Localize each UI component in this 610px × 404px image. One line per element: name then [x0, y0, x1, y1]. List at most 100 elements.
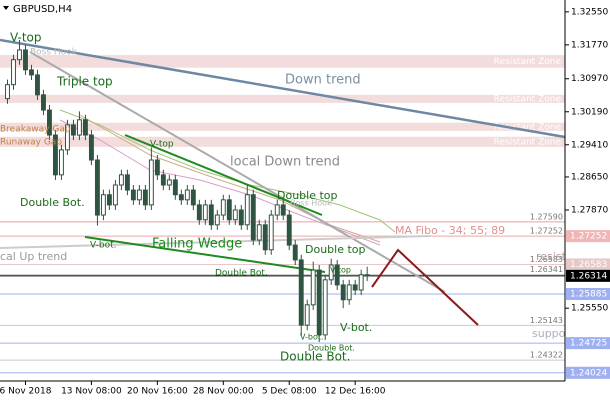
- candle-body: [334, 264, 340, 286]
- level-label: 1.26341: [530, 265, 563, 274]
- candle-body: [286, 214, 292, 246]
- candle-body: [53, 134, 58, 176]
- candle-body: [118, 174, 124, 186]
- annotation: V-bot.: [340, 321, 372, 334]
- annotation: Boss Hook: [30, 48, 78, 58]
- annotation: Double top: [277, 189, 338, 202]
- candle-body: [304, 304, 310, 326]
- x-tick-label: 12 Dec 16:00: [325, 387, 386, 397]
- annotation: Double Bot.: [20, 196, 85, 209]
- y-tick-label: 1.30970: [571, 74, 608, 84]
- candle-body: [274, 204, 280, 216]
- down-trend-line: [0, 38, 566, 139]
- forecast-path: [371, 248, 479, 326]
- annotation: Triple top: [56, 75, 113, 89]
- trend-line: [29, 51, 446, 293]
- price-box-label: 1.26314: [570, 271, 607, 281]
- candle-body: [322, 279, 328, 336]
- annotation: MA Fibo - 34; 55; 89: [395, 224, 505, 237]
- candle-body: [64, 124, 70, 151]
- x-tick-label: 28 Nov 00:00: [193, 387, 254, 397]
- candle-body: [82, 119, 88, 136]
- candle-body: [160, 174, 166, 186]
- annotation: V-bot.: [90, 241, 117, 251]
- annotation: Double Bot.: [308, 344, 355, 353]
- candle-body: [190, 189, 196, 206]
- level-label: 1.25143: [530, 316, 563, 325]
- candle-body: [226, 199, 232, 221]
- zone: [0, 55, 565, 68]
- candle-body: [196, 204, 202, 221]
- annotation: cal Up trend: [0, 250, 67, 263]
- annotations: V-top Triple top Double Bot. V-bot. V-top Fal…: [0, 31, 585, 364]
- candle-body: [202, 204, 208, 221]
- annotation: Boss Hook: [290, 199, 332, 208]
- candle-body: [58, 149, 64, 176]
- candle-body: [184, 189, 190, 201]
- drawings: [0, 38, 566, 326]
- price-axis-area: [565, 0, 610, 400]
- annotation: support: [532, 327, 575, 340]
- zone-label: Resistant Zone: [494, 122, 562, 132]
- candle-body: [41, 94, 46, 111]
- annotation: Down trend: [285, 73, 361, 88]
- level-label: 1.27252: [530, 227, 563, 236]
- x-tick-label: 6 Nov 2018: [0, 387, 52, 397]
- candle-body: [124, 174, 130, 191]
- price-box-label: 1.24024: [570, 368, 607, 378]
- axes: 1.32550 1.31770 1.30970 1.30190 1.29410 1.286…: [0, 7, 610, 397]
- price-box: [566, 366, 610, 379]
- candle-body: [112, 184, 118, 206]
- price-box: [566, 337, 610, 350]
- y-tick-label: 1.25550: [571, 304, 608, 314]
- x-tick-label: 20 Nov 16:00: [127, 387, 188, 397]
- candle-body: [346, 284, 352, 301]
- zone-label: Resistant Zone: [494, 57, 562, 67]
- annotation: V-top: [10, 31, 42, 45]
- candle-body: [352, 284, 358, 291]
- wedge-line: [124, 134, 323, 216]
- candle-body: [166, 179, 172, 186]
- time-axis-area: [0, 381, 565, 400]
- price-box: [566, 258, 610, 271]
- annotation: local Down trend: [230, 155, 340, 170]
- annotation: V-bot.: [300, 333, 324, 342]
- candle-body: [29, 69, 34, 76]
- zone: [0, 122, 565, 131]
- y-tick-label: 1.31770: [571, 40, 608, 50]
- candle-body: [106, 194, 112, 206]
- x-tick-label: 5 Dec 08:00: [262, 387, 317, 397]
- annotation: Falling Wedge: [152, 237, 242, 252]
- candles: [5, 39, 370, 343]
- zone: [0, 94, 565, 103]
- candle-body: [364, 274, 370, 277]
- level-label: 1.27590: [530, 212, 563, 221]
- candle-body: [130, 189, 136, 201]
- candle-body: [232, 209, 238, 221]
- menu-icon[interactable]: [3, 6, 9, 10]
- candle-body: [250, 194, 256, 241]
- candle-body: [17, 49, 22, 61]
- candle-body: [11, 59, 16, 86]
- annotation: V-top: [150, 140, 174, 150]
- y-tick-label: 1.27870: [571, 205, 608, 215]
- up-trend-line: [0, 235, 431, 249]
- candle-body: [238, 209, 244, 226]
- candle-body: [256, 224, 262, 241]
- annotation: V-top: [330, 266, 351, 275]
- candle-body: [244, 194, 250, 226]
- candle-body: [47, 109, 52, 136]
- candle-body: [214, 214, 220, 226]
- candle-body: [5, 84, 10, 100]
- candle-body: [280, 204, 286, 216]
- candle-body: [70, 124, 76, 136]
- candle-body: [172, 179, 178, 196]
- candle-body: [358, 274, 364, 291]
- candle-body: [292, 244, 298, 261]
- candle-body: [262, 224, 268, 251]
- candle-body: [148, 159, 154, 206]
- candle-body: [142, 189, 148, 206]
- level-label: 1.26583: [530, 255, 563, 264]
- price-box-label: 1.24725: [570, 339, 607, 349]
